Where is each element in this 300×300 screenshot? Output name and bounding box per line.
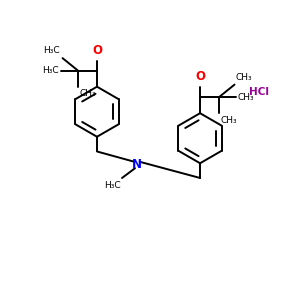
Text: CH₃: CH₃ — [236, 73, 253, 82]
Text: CH₃: CH₃ — [79, 89, 96, 98]
Text: O: O — [195, 70, 205, 83]
Text: H₃C: H₃C — [42, 66, 58, 75]
Text: CH₃: CH₃ — [221, 116, 237, 124]
Text: H₃C: H₃C — [104, 181, 121, 190]
Text: O: O — [92, 44, 102, 57]
Text: CH₃: CH₃ — [238, 92, 254, 101]
Text: N: N — [132, 158, 142, 171]
Text: H₃C: H₃C — [44, 46, 60, 55]
Text: HCl: HCl — [249, 87, 268, 97]
